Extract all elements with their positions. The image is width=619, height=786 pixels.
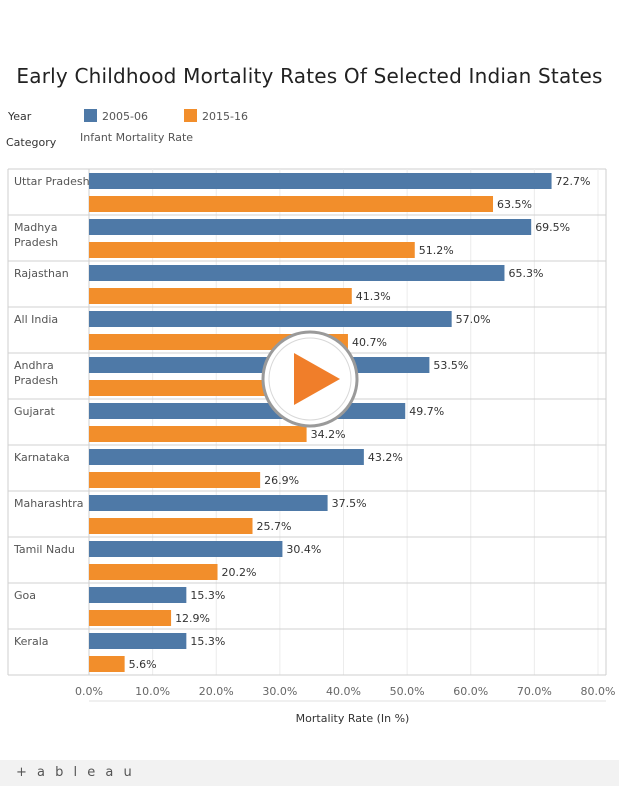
legend-item-2015[interactable]: 2015-16 (202, 110, 248, 123)
data-label: 49.7% (409, 405, 444, 418)
x-tick-label: 40.0% (326, 685, 361, 698)
bar-2015-16[interactable] (89, 472, 261, 488)
x-tick-label: 70.0% (517, 685, 552, 698)
bar-2015-16[interactable] (89, 380, 309, 396)
x-tick-label: 0.0% (75, 685, 103, 698)
bar-2005-06[interactable] (89, 173, 552, 189)
bar-2015-16[interactable] (89, 610, 172, 626)
legend-category-label: Category (6, 136, 57, 149)
data-label: 65.3% (508, 267, 543, 280)
category-label: Goa (14, 589, 36, 602)
legend-swatch-2005[interactable] (84, 109, 97, 122)
bar-2005-06[interactable] (89, 311, 452, 327)
category-label: Pradesh (14, 236, 58, 249)
bar-2015-16[interactable] (89, 242, 415, 258)
bar-2005-06[interactable] (89, 587, 187, 603)
data-label: 15.3% (190, 589, 225, 602)
legend-year-label: Year (8, 110, 32, 123)
bar-2005-06[interactable] (89, 495, 328, 511)
data-label: 5.6% (129, 658, 157, 671)
data-label: 15.3% (190, 635, 225, 648)
chart-title: Early Childhood Mortality Rates Of Selec… (16, 64, 603, 88)
data-label: 43.2% (368, 451, 403, 464)
data-label: 40.7% (352, 336, 387, 349)
data-label: 72.7% (556, 175, 591, 188)
tableau-logo[interactable]: + a b l e a u (16, 765, 135, 780)
x-tick-label: 50.0% (390, 685, 425, 698)
data-label: 20.2% (222, 566, 257, 579)
bar-chart: Uttar Pradesh 72.7% 63.5% Madhya Pradesh 69.5… (7, 168, 616, 725)
category-label: All India (14, 313, 58, 326)
bar-2005-06[interactable] (89, 633, 187, 649)
bar-2005-06[interactable] (89, 403, 406, 419)
x-tick-label: 60.0% (453, 685, 488, 698)
bar-2005-06[interactable] (89, 541, 283, 557)
bar-2015-16[interactable] (89, 196, 494, 212)
data-label: 30.4% (286, 543, 321, 556)
data-label: 34.2% (311, 428, 346, 441)
x-tick-label: 20.0% (199, 685, 234, 698)
data-label: 26.9% (264, 474, 299, 487)
category-label: Andhra (14, 359, 54, 372)
bar-2005-06[interactable] (89, 265, 505, 281)
data-label: 53.5% (433, 359, 468, 372)
data-label: 12.9% (175, 612, 210, 625)
data-label: 63.5% (497, 198, 532, 211)
category-label: Tamil Nadu (13, 543, 75, 556)
category-label: Madhya (14, 221, 57, 234)
category-label: Uttar Pradesh (14, 175, 90, 188)
bar-2015-16[interactable] (89, 656, 125, 672)
play-icon[interactable] (294, 353, 340, 405)
data-label: 25.7% (257, 520, 292, 533)
bar-2005-06[interactable] (89, 449, 364, 465)
footer-bar: + a b l e a u (0, 760, 619, 786)
category-label: Rajasthan (14, 267, 69, 280)
data-label: 51.2% (419, 244, 454, 257)
x-tick-label: 30.0% (262, 685, 297, 698)
x-axis-title: Mortality Rate (In %) (296, 712, 410, 725)
category-label: Karnataka (14, 451, 70, 464)
legend-swatch-2015[interactable] (184, 109, 197, 122)
bar-2015-16[interactable] (89, 564, 218, 580)
bar-2005-06[interactable] (89, 357, 430, 373)
bar-2015-16[interactable] (89, 288, 352, 304)
x-tick-label: 80.0% (581, 685, 616, 698)
bar-2015-16[interactable] (89, 426, 307, 442)
data-label: 69.5% (535, 221, 570, 234)
category-label: Maharashtra (14, 497, 84, 510)
legend-category-value: Infant Mortality Rate (80, 131, 194, 144)
category-label: Pradesh (14, 374, 58, 387)
data-label: 41.3% (356, 290, 391, 303)
data-label: 37.5% (332, 497, 367, 510)
x-tick-label: 10.0% (135, 685, 170, 698)
bar-2015-16[interactable] (89, 518, 253, 534)
category-label: Gujarat (14, 405, 56, 418)
bar-2005-06[interactable] (89, 219, 532, 235)
category-label: Kerala (14, 635, 49, 648)
data-label: 57.0% (456, 313, 491, 326)
legend-item-2005[interactable]: 2005-06 (102, 110, 148, 123)
